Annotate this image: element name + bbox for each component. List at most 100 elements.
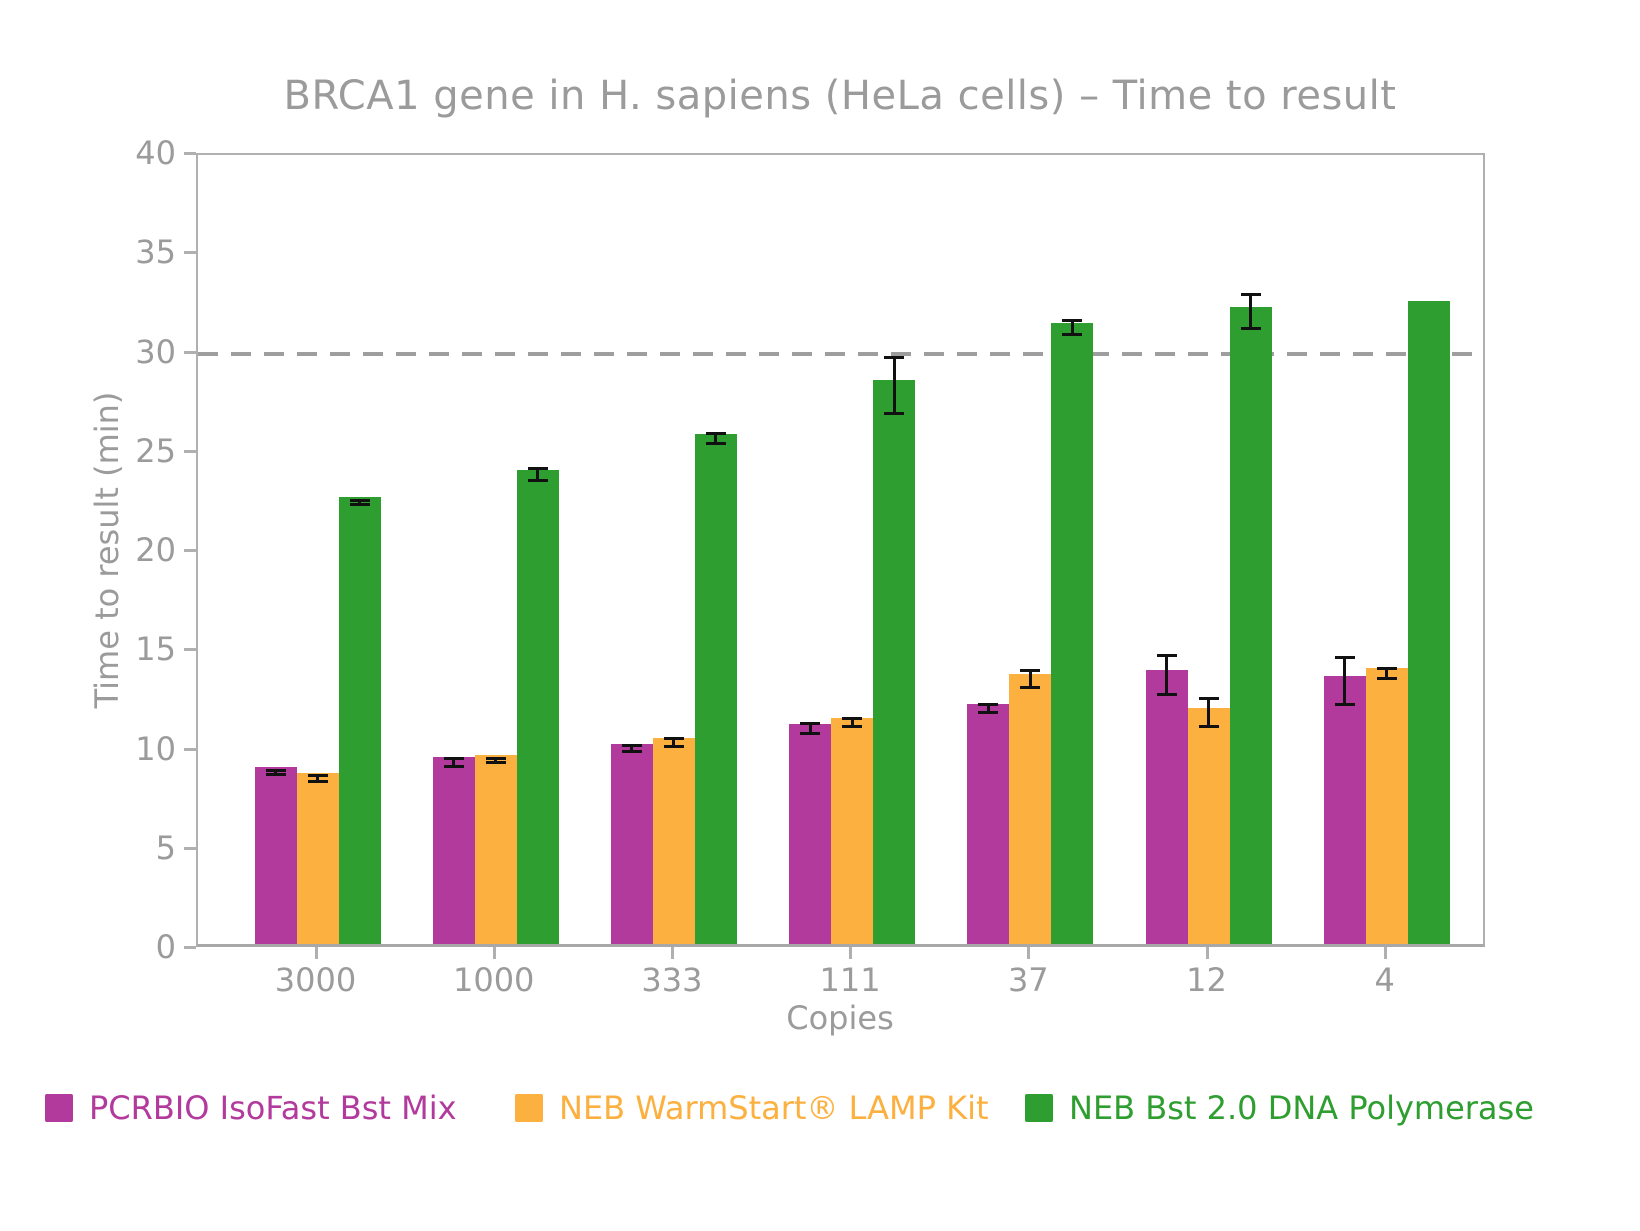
- error-bar-cap: [1334, 703, 1355, 707]
- bar-12-series1: [1187, 707, 1230, 944]
- y-tick-mark: [184, 449, 196, 453]
- bar-37-series0: [967, 703, 1010, 944]
- y-tick-mark: [184, 747, 196, 751]
- error-bar-cap: [663, 737, 684, 741]
- error-bar-cap: [842, 725, 863, 729]
- x-tick-mark: [314, 947, 318, 959]
- bar-12-series0: [1145, 670, 1188, 944]
- error-bar-cap: [349, 498, 370, 502]
- bar-111-series0: [789, 723, 832, 944]
- error-bar: [850, 718, 854, 727]
- bar-37-series1: [1009, 674, 1052, 944]
- error-bar-cap: [1020, 686, 1041, 690]
- error-bar: [452, 758, 456, 767]
- bar-3000-series2: [338, 497, 381, 944]
- error-bar-cap: [527, 479, 548, 483]
- y-tick-label: 30: [135, 332, 176, 371]
- error-bar: [808, 723, 812, 734]
- bar-4-series1: [1365, 668, 1408, 944]
- bar-333-series2: [694, 433, 737, 944]
- error-bar: [1343, 657, 1347, 705]
- error-bar: [1249, 294, 1252, 329]
- error-bar-cap: [349, 502, 370, 506]
- error-bar: [494, 758, 498, 763]
- error-bar-cap: [443, 764, 464, 768]
- error-bar-cap: [978, 711, 999, 715]
- legend-swatch-neb-bst2: [1025, 1094, 1053, 1122]
- x-tick-label: 111: [819, 961, 881, 999]
- error-bar-cap: [663, 745, 684, 749]
- y-tick-mark: [184, 648, 196, 652]
- error-bar-cap: [443, 756, 464, 760]
- bar-333-series0: [610, 743, 653, 944]
- x-tick-mark: [849, 947, 853, 959]
- error-bar-cap: [485, 756, 506, 760]
- bar-37-series2: [1051, 322, 1094, 944]
- error-bar-cap: [800, 722, 821, 726]
- error-bar-cap: [884, 411, 905, 415]
- x-axis-label: Copies: [786, 999, 894, 1037]
- error-bar-cap: [705, 432, 726, 436]
- error-bar: [316, 775, 319, 782]
- error-bar-cap: [307, 779, 328, 783]
- error-bar-cap: [265, 772, 286, 776]
- x-tick-label: 37: [1007, 961, 1049, 999]
- y-tick-label: 40: [135, 134, 176, 172]
- error-bar: [1385, 668, 1389, 679]
- bar-3000-series0: [254, 767, 297, 944]
- bar-1000-series0: [432, 757, 475, 944]
- bar-12-series2: [1229, 306, 1272, 944]
- error-bar: [1070, 320, 1074, 335]
- error-bar: [1207, 698, 1210, 727]
- error-bar: [630, 745, 634, 752]
- error-bar-cap: [621, 749, 642, 753]
- error-bar-cap: [1062, 333, 1083, 337]
- error-bar-cap: [1376, 666, 1397, 670]
- y-tick-label: 0: [155, 928, 176, 966]
- y-tick-mark: [184, 152, 196, 155]
- legend-label-pcrbio-isofast: PCRBIO IsoFast Bst Mix: [89, 1089, 457, 1127]
- bar-1000-series1: [474, 755, 517, 944]
- error-bar: [714, 433, 718, 444]
- legend-swatch-neb-warmstart: [515, 1094, 543, 1122]
- x-tick-mark: [1383, 947, 1387, 959]
- error-bar-cap: [265, 768, 286, 772]
- threshold-line-30min: [198, 351, 1483, 356]
- error-bar-cap: [1062, 319, 1083, 323]
- y-tick-label: 15: [135, 630, 176, 669]
- error-bar-cap: [1156, 693, 1177, 697]
- error-bar-cap: [1240, 293, 1261, 297]
- error-bar: [536, 468, 540, 481]
- bar-4-series0: [1323, 676, 1366, 944]
- error-bar-cap: [842, 717, 863, 721]
- y-tick-mark: [184, 846, 196, 850]
- x-tick-label: 333: [641, 961, 703, 999]
- error-bar-cap: [1240, 327, 1261, 331]
- error-bar-cap: [1020, 668, 1041, 672]
- error-bar: [1165, 655, 1168, 695]
- y-tick-mark: [184, 350, 196, 354]
- bar-1000-series2: [516, 469, 559, 944]
- error-bar: [1028, 670, 1032, 688]
- bar-333-series1: [652, 737, 695, 944]
- x-tick-mark: [670, 947, 674, 959]
- legend-item-neb-warmstart: NEB WarmStart® LAMP Kit: [515, 1088, 989, 1128]
- legend-item-neb-bst2: NEB Bst 2.0 DNA Polymerase: [1025, 1088, 1534, 1128]
- y-tick-label: 10: [135, 729, 176, 768]
- bar-4-series2: [1407, 300, 1450, 944]
- y-tick-mark: [184, 946, 196, 949]
- legend-item-pcrbio-isofast: PCRBIO IsoFast Bst Mix: [45, 1088, 457, 1128]
- error-bar-cap: [884, 355, 905, 359]
- error-bar: [672, 738, 676, 747]
- y-tick-label: 25: [135, 431, 176, 470]
- error-bar-cap: [527, 467, 548, 471]
- legend-label-neb-bst2: NEB Bst 2.0 DNA Polymerase: [1069, 1089, 1534, 1127]
- x-tick-label: 4: [1374, 961, 1395, 999]
- error-bar-cap: [485, 760, 506, 764]
- legend: PCRBIO IsoFast Bst Mix NEB WarmStart® LA…: [0, 1088, 1640, 1128]
- error-bar: [986, 704, 990, 713]
- error-bar-cap: [1376, 676, 1397, 680]
- plot-area: [196, 153, 1485, 947]
- x-tick-mark: [492, 947, 496, 959]
